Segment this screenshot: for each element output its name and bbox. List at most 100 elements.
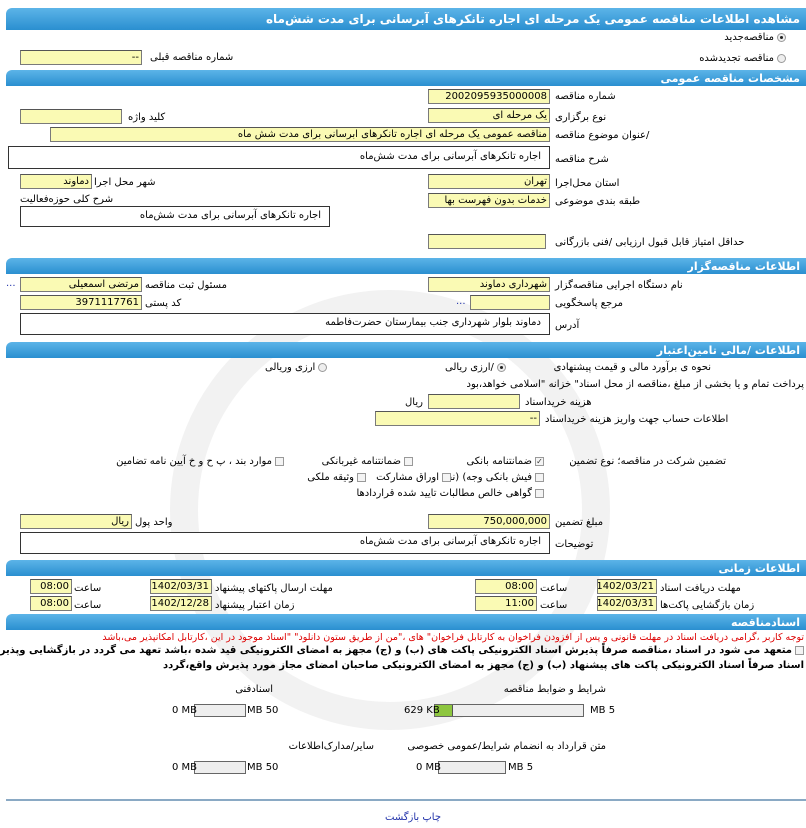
tender-number-field[interactable]: 2002095935000008 bbox=[428, 89, 550, 104]
back-link[interactable]: بازگشت bbox=[385, 812, 420, 823]
prev-number-label: شماره مناقصه قبلی bbox=[150, 52, 234, 63]
checkbox-icon[interactable] bbox=[795, 645, 804, 655]
label: زمان اعتبار پیشنهاد bbox=[215, 600, 295, 611]
submit-date[interactable]: 1402/03/31 bbox=[150, 579, 212, 594]
label: شماره مناقصه bbox=[555, 91, 616, 102]
doc-cost-field[interactable] bbox=[428, 394, 520, 409]
responsible-field[interactable]: مرتضی اسمعیلی bbox=[20, 277, 142, 292]
divider bbox=[6, 799, 806, 801]
checkbox-label: گواهی خالص مطالبات تایید شده قراردادها bbox=[356, 488, 532, 499]
label: ساعت bbox=[540, 600, 568, 611]
option-bonds[interactable]: اوراق مشارکت bbox=[376, 472, 451, 483]
checkbox-checked-icon[interactable]: ✓ bbox=[535, 456, 544, 466]
option-regulation-items[interactable]: موارد بند ، پ ح و خ آیین نامه تضامین bbox=[116, 456, 284, 467]
label: توضیحات bbox=[555, 539, 594, 550]
file-label: متن قرارداد به انضمام شرایط/عمومی خصوصی bbox=[407, 741, 606, 752]
option-property[interactable]: وثیقه ملکی bbox=[307, 472, 366, 483]
checkbox-icon[interactable] bbox=[275, 456, 284, 466]
checkbox-label: اوراق مشارکت bbox=[376, 472, 439, 483]
submit-time[interactable]: 08:00 bbox=[30, 579, 72, 594]
radio-icon[interactable] bbox=[318, 362, 328, 372]
file-progress-bar bbox=[194, 761, 246, 774]
validity-time[interactable]: 08:00 bbox=[30, 596, 72, 611]
doc-deadline-time[interactable]: 08:00 bbox=[475, 579, 537, 594]
city-field[interactable]: دماوند bbox=[20, 174, 92, 189]
organizer-field[interactable]: شهرداری دماوند bbox=[428, 277, 550, 292]
label: کد پستی bbox=[145, 298, 182, 309]
option-nonbank-guarantee[interactable]: ضمانتنامه غیربانکی bbox=[322, 456, 413, 467]
page-title: مشاهده اطلاعات مناقصه عمومی یک مرحله ای … bbox=[6, 8, 806, 30]
description-box: اجاره تانکرهای آبرسانی برای مدت شش‌ماه bbox=[8, 146, 550, 169]
label: حداقل امتیاز قابل قبول ارزیابی /فنی بازر… bbox=[555, 237, 745, 248]
radio-label: مناقصه تجدیدشده bbox=[699, 53, 774, 64]
file-label: اسنادفنی bbox=[235, 684, 273, 695]
radio-renewed-tender[interactable]: مناقصه تجدیدشده bbox=[699, 53, 786, 64]
responsible-more-button[interactable]: ... bbox=[6, 278, 16, 289]
reference-field[interactable] bbox=[470, 295, 550, 310]
guarantee-amount-field[interactable]: 750,000,000 bbox=[428, 514, 550, 529]
open-date[interactable]: 1402/03/31 bbox=[597, 596, 657, 611]
label: اطلاعات حساب جهت واریز هزینه خریداسناد bbox=[545, 414, 729, 425]
label: مرجع پاسخگویی bbox=[555, 298, 624, 309]
radio-new-tender[interactable]: مناقصه‌جدید bbox=[724, 32, 786, 43]
label: طبقه بندی موضوعی bbox=[555, 196, 641, 207]
label: مبلغ تضمین bbox=[555, 517, 604, 528]
subject-field[interactable]: مناقصه عمومی یک مرحله ای اجاره تانکرهای … bbox=[50, 127, 550, 142]
radio-fx-rial[interactable]: ارزی وریالی bbox=[265, 362, 328, 373]
radio-icon[interactable] bbox=[496, 362, 506, 372]
reference-more-button[interactable]: ... bbox=[456, 296, 466, 307]
option-receivables[interactable]: گواهی خالص مطالبات تایید شده قراردادها bbox=[356, 488, 544, 499]
section-general: مشخصات مناقصه عمومی bbox=[6, 70, 806, 86]
account-field[interactable]: -- bbox=[375, 411, 540, 426]
checkbox-icon[interactable] bbox=[442, 472, 451, 482]
checkbox-icon[interactable] bbox=[535, 488, 544, 498]
postal-code-field[interactable]: 3971117761 bbox=[20, 295, 142, 310]
file-max: 5 MB bbox=[508, 762, 534, 773]
label: هزینه خریداسناد bbox=[525, 397, 592, 408]
file-label: شرایط و ضوابط مناقصه bbox=[503, 684, 606, 695]
validity-date[interactable]: 1402/12/28 bbox=[150, 596, 212, 611]
label: نحوه ی برآورد مالی و قیمت پیشنهادی bbox=[553, 362, 711, 373]
min-score-field[interactable] bbox=[428, 234, 546, 249]
label: ساعت bbox=[540, 583, 568, 594]
radio-label: /ارزی ریالی bbox=[445, 362, 494, 373]
label: شهر محل اجرا bbox=[94, 177, 156, 188]
checkbox-icon[interactable] bbox=[404, 456, 413, 466]
doc-deadline-date[interactable]: 1402/03/21 bbox=[597, 579, 657, 594]
label: مهلت ارسال پاکتهای پیشنهاد bbox=[215, 583, 333, 594]
option-bank-guarantee[interactable]: ✓ضمانتنامه بانکی bbox=[466, 456, 544, 467]
open-time[interactable]: 11:00 bbox=[475, 596, 537, 611]
file-max: 50 MB bbox=[247, 705, 279, 716]
commitment-line-1: متعهد می شود در اسناد ،مناقصه صرفاً پذیر… bbox=[0, 645, 804, 656]
checkbox-label: فیش بانکی وجه) (نقد bbox=[442, 472, 532, 483]
prev-number-field[interactable]: -- bbox=[20, 50, 142, 65]
keyword-field[interactable] bbox=[20, 109, 122, 124]
checkbox-icon[interactable] bbox=[357, 472, 366, 482]
file-max: 5 MB bbox=[590, 705, 616, 716]
section-documents: اسنادمناقصه bbox=[6, 614, 806, 630]
file-max: 50 MB bbox=[247, 762, 279, 773]
print-link[interactable]: چاپ bbox=[422, 812, 442, 823]
province-field[interactable]: تهران bbox=[428, 174, 550, 189]
radio-rial[interactable]: /ارزی ریالی bbox=[445, 362, 506, 373]
tender-type-field[interactable]: یک مرحله ای bbox=[428, 108, 550, 123]
radio-icon[interactable] bbox=[777, 32, 786, 42]
label: کلید واژه bbox=[128, 112, 166, 123]
option-bank-receipt[interactable]: فیش بانکی وجه) (نقد bbox=[442, 472, 544, 483]
file-progress-bar bbox=[438, 761, 506, 774]
warning-text: توجه کاربر ،گرامی دریافت اسناد در مهلت ق… bbox=[102, 632, 804, 643]
file-progress-bar bbox=[434, 704, 584, 717]
section-organizer: اطلاعات مناقصه‌گزار bbox=[6, 258, 806, 274]
label: مسئول ثبت مناقصه bbox=[145, 280, 227, 291]
file-label: سایر/مدارک‌اطلاعات bbox=[288, 741, 374, 752]
currency-field[interactable]: ریال bbox=[20, 514, 132, 529]
category-field[interactable]: خدمات بدون فهرست بها bbox=[428, 193, 550, 208]
checkbox-icon[interactable] bbox=[535, 472, 544, 482]
checkbox-label: وثیقه ملکی bbox=[307, 472, 354, 483]
label: تضمین شرکت در مناقصه؛ نوع تضمین bbox=[569, 456, 726, 467]
label: ریال bbox=[405, 397, 423, 408]
radio-icon[interactable] bbox=[777, 53, 786, 63]
file-progress-bar bbox=[194, 704, 246, 717]
label: شرح کلی حوزه‌فعالیت bbox=[20, 194, 114, 205]
file-used: 0 MB bbox=[416, 762, 442, 773]
